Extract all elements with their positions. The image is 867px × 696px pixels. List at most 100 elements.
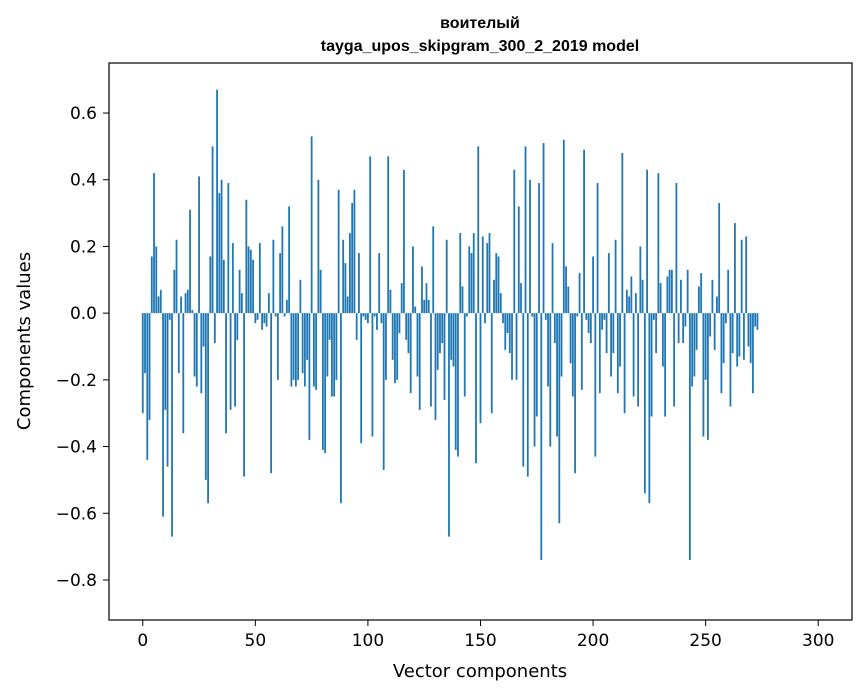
bar <box>315 313 318 390</box>
bar <box>691 313 694 387</box>
bar <box>400 283 403 314</box>
bar <box>578 273 581 314</box>
chart-subtitle: tayga_upos_skipgram_300_2_2019 model <box>321 38 639 55</box>
bar <box>376 313 378 330</box>
bar <box>191 309 194 314</box>
bar <box>425 283 428 314</box>
bar <box>513 169 516 314</box>
bar <box>607 253 610 314</box>
bar <box>333 313 336 397</box>
bar <box>272 239 275 314</box>
bar <box>470 253 473 314</box>
bar <box>168 313 171 320</box>
bar <box>326 313 329 377</box>
bar <box>605 313 608 354</box>
bar <box>625 289 628 314</box>
bar <box>421 266 423 314</box>
bar <box>200 313 203 394</box>
bar <box>616 313 619 394</box>
bar <box>583 149 585 314</box>
bar <box>382 313 385 470</box>
bar <box>522 313 525 467</box>
bar <box>716 296 718 314</box>
bar <box>299 279 302 314</box>
bar <box>722 313 725 364</box>
bar <box>193 313 196 377</box>
bar <box>367 313 369 324</box>
bar <box>684 313 687 327</box>
bar <box>457 313 459 457</box>
bar <box>324 313 327 454</box>
bar <box>754 313 757 327</box>
bar <box>707 313 709 440</box>
bar <box>321 313 324 450</box>
bar <box>267 293 270 314</box>
bar <box>175 239 178 314</box>
bar <box>249 249 252 314</box>
bar <box>231 243 234 314</box>
bar <box>270 313 273 474</box>
bar <box>335 313 338 380</box>
bar <box>209 256 212 314</box>
bar <box>378 253 381 314</box>
bar <box>292 313 295 380</box>
bar <box>756 313 759 330</box>
bar <box>569 313 572 364</box>
bar <box>520 283 522 314</box>
bar <box>709 313 712 337</box>
bar <box>529 179 531 314</box>
bar <box>263 313 266 324</box>
x-tick-label: 150 <box>464 631 496 651</box>
bar <box>297 313 300 380</box>
bar <box>355 313 358 340</box>
bar <box>641 279 644 314</box>
bar <box>596 183 599 314</box>
bar <box>328 313 331 340</box>
bar <box>666 276 669 314</box>
bar <box>731 313 734 354</box>
bar <box>481 236 484 314</box>
bar <box>727 269 730 314</box>
bar <box>353 189 356 314</box>
bar <box>628 296 630 314</box>
bar <box>247 246 250 314</box>
bar <box>198 176 200 314</box>
bar <box>396 313 399 380</box>
bar <box>450 313 453 360</box>
bar <box>204 313 207 480</box>
bar <box>502 313 504 324</box>
bar <box>571 313 574 397</box>
bar <box>463 313 466 397</box>
bar <box>713 313 716 350</box>
bar <box>540 313 543 560</box>
bar <box>679 279 682 314</box>
bar <box>704 313 707 380</box>
bar <box>436 313 439 370</box>
bar <box>574 313 576 474</box>
bar <box>646 169 649 314</box>
bar <box>603 313 606 320</box>
bar <box>213 313 216 344</box>
bar <box>349 233 351 314</box>
bar <box>164 313 167 410</box>
y-axis: −0.8 −0.6 −0.4 −0.2 0.0 0.2 0.4 0.6 <box>56 104 109 591</box>
bar <box>234 313 236 407</box>
bar <box>301 313 304 374</box>
bar <box>171 313 173 537</box>
bar <box>369 156 372 314</box>
bar <box>643 313 646 494</box>
bar <box>155 246 158 314</box>
bar <box>747 313 750 347</box>
bar <box>594 313 597 457</box>
bar <box>407 313 410 354</box>
bar <box>718 203 721 314</box>
y-tick-label: −0.2 <box>56 371 97 391</box>
bar <box>677 313 680 344</box>
bar <box>623 313 626 414</box>
bar <box>346 296 349 314</box>
bar <box>243 313 245 477</box>
y-tick-label: 0.2 <box>70 237 97 257</box>
bar <box>162 313 164 517</box>
bar <box>317 179 320 314</box>
bar <box>490 313 493 414</box>
